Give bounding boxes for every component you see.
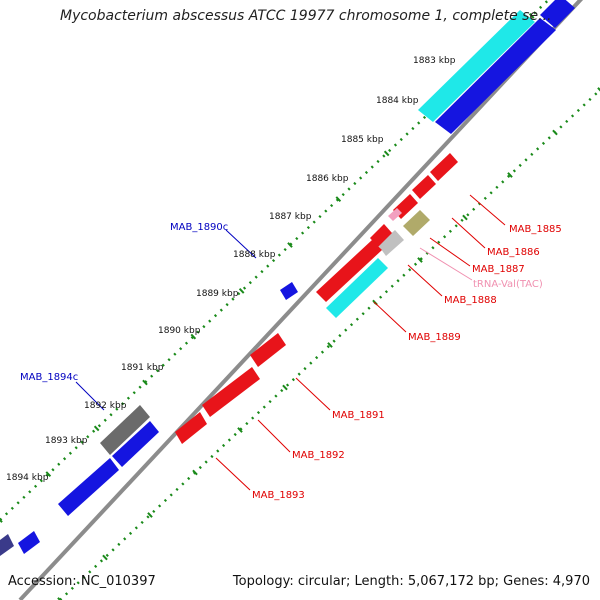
gene-mab-1889-rrna[interactable] — [326, 258, 388, 318]
gene-trna-val[interactable] — [388, 208, 402, 221]
rrna-gene-top[interactable] — [418, 10, 535, 122]
ring-tick — [327, 342, 333, 348]
ring-tick — [597, 87, 600, 92]
gene-label[interactable]: MAB_1886 — [487, 247, 540, 258]
gene-mab-1885[interactable] — [430, 153, 458, 181]
gene-reverse-bottom[interactable] — [18, 531, 40, 554]
kbp-label: 1887 kbp — [269, 212, 312, 222]
gene-label[interactable]: MAB_1890c — [170, 222, 228, 233]
gene-navy-bottom[interactable] — [0, 534, 14, 556]
gene-misc-khaki[interactable] — [403, 210, 430, 236]
ring-tick — [417, 257, 423, 263]
ring-tick — [190, 333, 197, 340]
gene-mab-1893[interactable] — [175, 412, 207, 444]
gene-label[interactable]: MAB_1891 — [332, 410, 385, 421]
ring-tick — [507, 172, 513, 178]
gene-mab-1890c[interactable] — [280, 282, 298, 300]
kbp-label: 1884 kbp — [376, 96, 419, 106]
gene-mab-1888[interactable] — [378, 230, 404, 256]
ring-tick — [0, 518, 3, 523]
kbp-label: 1891 kbp — [121, 363, 164, 373]
reverse-gene-corner[interactable] — [540, 0, 575, 28]
gene-label[interactable]: MAB_1887 — [472, 264, 525, 275]
gene-mab-1894c[interactable] — [58, 458, 119, 516]
map-title: Mycobacterium abscessus ATCC 19977 chrom… — [60, 8, 552, 24]
gene-labels: MAB_1885 MAB_1886 MAB_1887 tRNA-Val(TAC)… — [20, 222, 562, 501]
ring-tick — [45, 471, 52, 478]
ring-tick — [462, 214, 468, 221]
ring-tick — [142, 379, 148, 386]
ring-tick — [282, 384, 288, 391]
ring-tick — [102, 554, 108, 561]
kbp-label: 1892 kbp — [84, 401, 127, 411]
kbp-label: 1890 kbp — [158, 326, 201, 336]
kbp-label: 1885 kbp — [341, 135, 384, 145]
label-leaders — [75, 194, 506, 491]
gene-label[interactable]: MAB_1894c — [20, 372, 78, 383]
gene-mab-1892[interactable] — [202, 367, 260, 417]
ring-tick — [57, 597, 62, 600]
accession-text: Accession: NC_010397 — [8, 574, 156, 589]
kbp-label: 1883 kbp — [413, 56, 456, 66]
gene-label[interactable]: MAB_1888 — [444, 295, 497, 306]
kbp-labels: 1883 kbp 1884 kbp 1885 kbp 1886 kbp 1887… — [6, 56, 456, 483]
gene-mab-1889-red[interactable] — [316, 240, 382, 302]
reverse-gene-top[interactable] — [435, 18, 556, 134]
ring-tick — [528, 12, 535, 19]
kbp-label: 1894 kbp — [6, 473, 49, 483]
kbp-label: 1888 kbp — [233, 250, 276, 260]
gene-label[interactable]: MAB_1893 — [252, 490, 305, 501]
backbone-line — [18, 0, 584, 600]
ring-tick — [238, 287, 245, 294]
kbp-label: 1893 kbp — [45, 436, 88, 446]
ring-tick — [93, 425, 100, 432]
gene-pseudo-gray[interactable] — [100, 405, 150, 455]
gene-mab-1886[interactable] — [412, 175, 436, 199]
kbp-label: 1889 kbp — [196, 289, 239, 299]
gene-label[interactable]: MAB_1885 — [509, 224, 562, 235]
ring-tick — [147, 512, 153, 518]
genome-summary: Topology: circular; Length: 5,067,172 bp… — [232, 574, 590, 589]
ring-tick — [192, 469, 198, 476]
gene-label[interactable]: tRNA-Val(TAC) — [473, 279, 543, 290]
gene-label[interactable]: MAB_1892 — [292, 450, 345, 461]
gene-mab-1891[interactable] — [250, 333, 286, 367]
ring-tick — [383, 150, 390, 157]
gene-mab-1888-red[interactable] — [370, 224, 392, 247]
ring-tick — [237, 427, 243, 433]
kbp-label: 1886 kbp — [306, 174, 349, 184]
ring-tick — [335, 196, 342, 203]
gene-reverse-mid[interactable] — [112, 421, 159, 467]
ring-tick — [552, 129, 558, 136]
gene-label[interactable]: MAB_1889 — [408, 332, 461, 343]
ring-tick — [287, 242, 293, 248]
